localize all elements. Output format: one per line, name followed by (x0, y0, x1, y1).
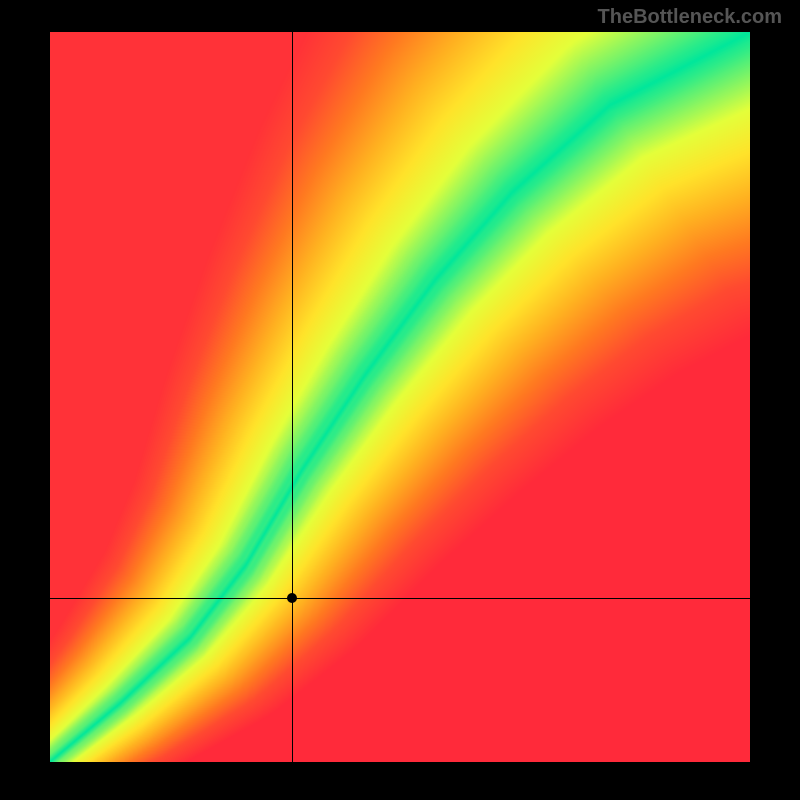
selection-marker (287, 593, 297, 603)
bottleneck-heatmap (50, 32, 750, 762)
crosshair-horizontal (50, 598, 750, 599)
crosshair-vertical (292, 32, 293, 762)
heatmap-canvas (50, 32, 750, 762)
watermark-text: TheBottleneck.com (598, 6, 782, 29)
